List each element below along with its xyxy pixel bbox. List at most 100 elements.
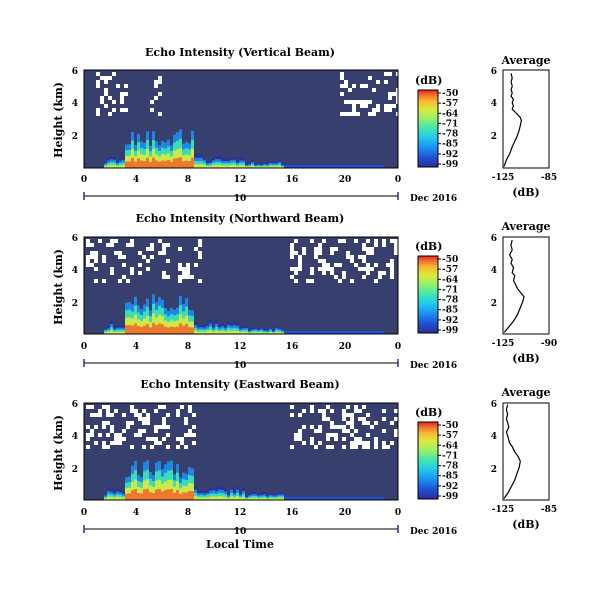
echo-cell xyxy=(245,166,248,168)
echo-cell xyxy=(372,331,376,334)
missing-data-cell xyxy=(314,445,318,449)
missing-data-cell xyxy=(86,259,90,263)
average-y-tick: 4 xyxy=(491,432,497,442)
missing-data-cell xyxy=(126,279,130,283)
echo-cell xyxy=(158,489,161,500)
echo-cell xyxy=(372,165,376,168)
missing-data-cell xyxy=(176,413,180,417)
echo-cell xyxy=(110,164,113,168)
echo-cell xyxy=(266,166,269,168)
missing-data-cell xyxy=(188,409,192,413)
echo-cell xyxy=(236,331,239,334)
missing-data-cell xyxy=(146,267,150,271)
missing-data-cell xyxy=(372,88,376,92)
echo-intensity-field xyxy=(104,129,384,168)
missing-data-cell xyxy=(352,104,356,108)
missing-data-cell xyxy=(358,267,362,271)
echo-cell xyxy=(245,331,248,334)
missing-data-cell xyxy=(390,271,394,275)
missing-data-cell xyxy=(346,255,350,259)
colorbar-tick-label: -64 xyxy=(442,275,458,285)
echo-cell xyxy=(134,489,137,500)
echo-cell xyxy=(263,332,266,334)
echo-cell xyxy=(200,497,203,500)
missing-data-cell xyxy=(190,275,194,279)
echo-cell xyxy=(167,160,170,168)
missing-data-cell xyxy=(86,433,90,437)
echo-cell xyxy=(275,331,278,334)
echo-cell xyxy=(200,164,203,168)
y-ticks: 6 4 2 xyxy=(72,234,78,309)
missing-data-cell xyxy=(318,251,322,255)
echo-cell xyxy=(239,498,242,500)
average-x-tick: -125 xyxy=(492,173,515,183)
x-tick-label: 16 xyxy=(286,342,299,352)
echo-cell xyxy=(185,160,188,168)
missing-data-cell xyxy=(110,243,114,247)
missing-data-cell xyxy=(102,279,106,283)
missing-data-cell xyxy=(290,405,294,409)
missing-data-cell xyxy=(158,112,162,116)
missing-data-cell xyxy=(178,263,182,267)
echo-cell xyxy=(179,323,182,334)
missing-data-cell xyxy=(134,413,138,417)
missing-data-cell xyxy=(342,275,346,279)
echo-cell xyxy=(296,165,300,168)
echo-cell xyxy=(275,166,278,168)
echo-cell xyxy=(260,166,263,168)
missing-data-cell xyxy=(298,413,302,417)
colorbar-tick-label: -64 xyxy=(442,441,458,451)
date-axis: 10 Dec 2016 xyxy=(83,359,457,371)
missing-data-cell xyxy=(330,251,334,255)
echo-cell xyxy=(125,493,128,500)
echo-cell xyxy=(332,165,336,168)
missing-data-cell xyxy=(322,271,326,275)
missing-data-cell xyxy=(358,409,362,413)
missing-data-cell xyxy=(344,80,348,84)
echo-cell xyxy=(152,157,155,168)
missing-data-cell xyxy=(388,96,392,100)
echo-cell xyxy=(380,497,384,500)
colorbar: (dB) -50 -57 -64 -71 -78 -85 -92 -99 xyxy=(415,406,458,502)
echo-cell xyxy=(316,331,320,334)
echo-cell xyxy=(113,165,116,168)
missing-data-cell xyxy=(146,247,150,251)
missing-data-cell xyxy=(330,433,334,437)
echo-cell xyxy=(304,331,308,334)
average-profile-panel: Average 6 4 2 -125 -85 (dB) xyxy=(491,386,557,531)
echo-cell xyxy=(292,165,296,168)
missing-data-cell xyxy=(166,425,170,429)
echo-cell xyxy=(376,497,380,500)
echo-cell xyxy=(320,165,324,168)
missing-data-cell xyxy=(158,92,162,96)
echo-cell xyxy=(221,331,224,334)
missing-data-cell xyxy=(354,441,358,445)
missing-data-cell xyxy=(374,441,378,445)
missing-data-cell xyxy=(366,263,370,267)
echo-cell xyxy=(185,492,188,500)
echo-cell xyxy=(356,497,360,500)
missing-data-cell xyxy=(154,409,158,413)
missing-data-cell xyxy=(178,275,182,279)
echo-cell xyxy=(215,164,218,168)
missing-data-patches xyxy=(86,405,398,449)
echo-cell xyxy=(122,331,125,334)
echo-cell xyxy=(104,166,107,168)
colorbar-tick-label: -57 xyxy=(442,265,458,275)
missing-data-cell xyxy=(382,417,386,421)
missing-data-cell xyxy=(134,433,138,437)
echo-cell xyxy=(182,325,185,334)
echo-cell xyxy=(143,325,146,334)
missing-data-cell xyxy=(346,429,350,433)
echo-cell xyxy=(206,497,209,500)
missing-data-cell xyxy=(326,445,330,449)
missing-data-cell xyxy=(310,267,314,271)
average-title: Average xyxy=(500,54,550,67)
missing-data-cell xyxy=(382,271,386,275)
echo-cell xyxy=(131,325,134,334)
missing-data-cell xyxy=(90,263,94,267)
missing-data-cell xyxy=(302,441,306,445)
missing-data-cell xyxy=(162,437,166,441)
date-month-label: Dec 2016 xyxy=(410,361,457,371)
missing-data-cell xyxy=(362,417,366,421)
